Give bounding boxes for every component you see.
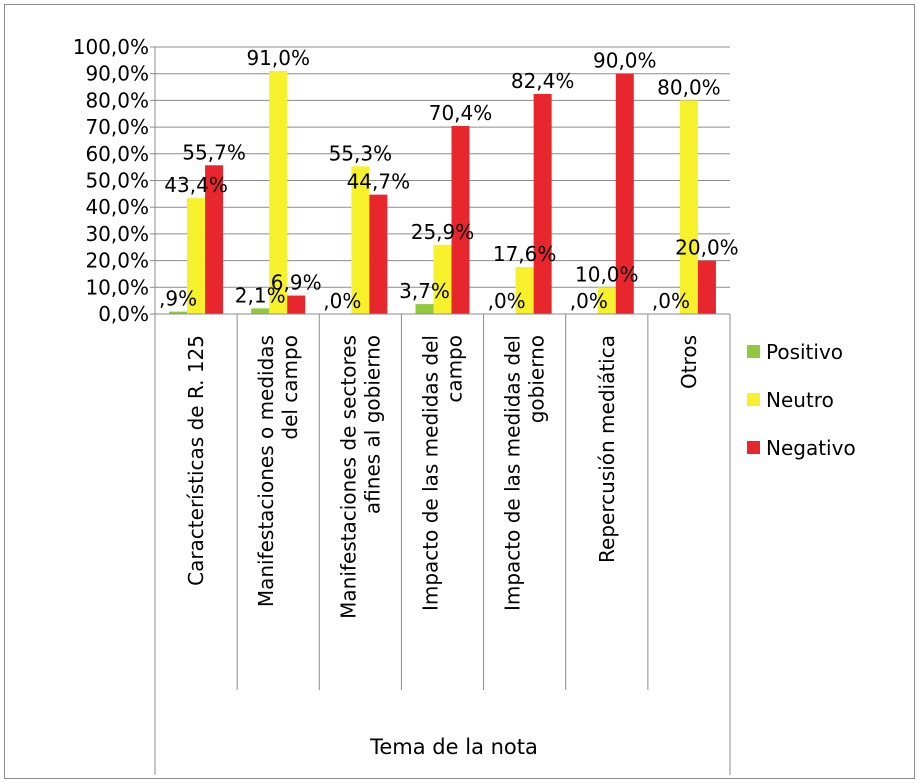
data-label: ,0% [652,289,690,313]
bar-positivo [169,311,188,314]
data-label: 25,9% [411,220,475,244]
bar-negativo [205,165,224,314]
bar-positivo [251,308,270,314]
bar-negativo [615,73,634,314]
x-axis-title: Tema de la nota [369,735,538,759]
legend-swatch [747,393,760,406]
data-label: 90,0% [593,49,657,73]
category-label: gobierno [525,335,549,423]
bar-neutro [679,100,698,315]
data-label: ,0% [570,289,608,313]
bar-positivo [415,304,434,314]
y-tick-label: 20,0% [85,249,149,273]
axes: 0,0%10,0%20,0%30,0%40,0%50,0%60,0%70,0%8… [73,35,730,326]
category-label: Manifestaciones de sectores [336,335,360,619]
data-label: 20,0% [675,236,739,260]
legend-label: Positivo [766,340,843,364]
y-tick-label: 0,0% [98,302,149,326]
bar-negativo [369,194,388,314]
category-label: Otros [677,335,701,389]
data-label: 10,0% [575,262,639,286]
legend-label: Neutro [766,388,834,412]
y-tick-label: 100,0% [73,35,149,59]
gridlines [155,46,730,288]
category-label: del campo [278,335,302,440]
data-label: 3,7% [399,279,450,303]
bar-neutro [433,244,452,314]
bar-negativo [697,260,716,314]
category-table: Características de R. 125 Manifestaciones… [154,314,731,775]
data-label: 82,4% [511,69,575,93]
bar-neutro [351,166,370,314]
category-label: Impacto de las medidas del [419,335,443,611]
legend-swatch [747,345,760,358]
bar-negativo [451,126,470,314]
data-label: 6,9% [271,271,322,295]
y-tick-label: 40,0% [85,195,149,219]
y-tick-label: 60,0% [85,142,149,166]
data-label: 91,0% [246,46,310,70]
data-label: ,9% [159,287,197,311]
legend: Positivo Neutro Negativo [747,340,856,460]
data-label: ,0% [488,289,526,313]
category-label: campo [443,335,467,403]
bar-neutro [515,267,534,314]
bars [169,71,716,315]
y-tick-label: 90,0% [85,62,149,86]
bar-neutro [187,198,206,314]
data-label: ,0% [323,289,361,313]
category-label: Impacto de las medidas del [501,335,525,611]
y-tick-label: 30,0% [85,222,149,246]
y-tick-label: 50,0% [85,169,149,193]
data-label: 43,4% [164,173,228,197]
bar-negativo [533,93,552,314]
data-label: 44,7% [347,170,411,194]
category-label: afines al gobierno [360,335,384,514]
legend-swatch [747,441,760,454]
data-label: 80,0% [657,75,721,99]
data-label: 17,6% [493,242,557,266]
category-label: Características de R. 125 [184,335,208,586]
data-label: 55,3% [329,141,393,165]
y-tick-label: 70,0% [85,115,149,139]
bar-neutro [269,71,288,314]
data-label: 2,1% [235,283,286,307]
category-label: Repercusión mediática [595,335,619,563]
legend-label: Negativo [766,436,856,460]
data-label: 70,4% [429,101,493,125]
bar-negativo [287,295,306,314]
category-label: Manifestaciones o medidas [254,335,278,607]
y-tick-label: 80,0% [85,88,149,112]
y-tick-label: 10,0% [85,275,149,299]
bar-neutro [597,287,616,314]
data-label: 55,7% [182,140,246,164]
data-labels: ,9%43,4%55,7%2,1%91,0%6,9%,0%55,3%44,7%3… [159,46,739,313]
